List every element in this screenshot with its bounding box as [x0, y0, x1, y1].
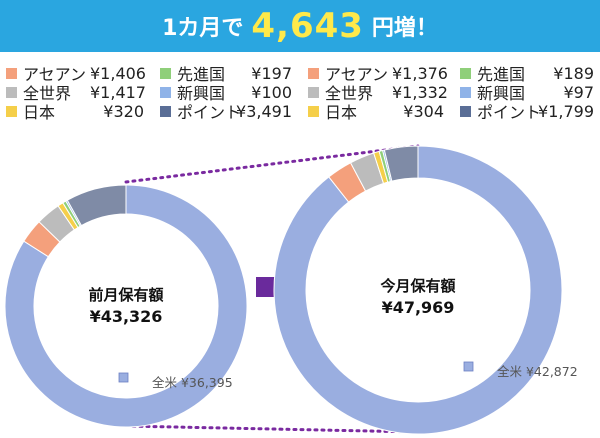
legend-label: 先進国 — [477, 65, 526, 84]
legend-item: ポイント — [460, 102, 542, 122]
legend-label: 全世界 — [23, 84, 72, 103]
legend-item: アセアン — [308, 64, 389, 84]
chart-total-current: ¥47,969 — [382, 298, 455, 317]
point-label-current: 全米 ¥42,872 — [497, 364, 578, 379]
legend-label: アセアン — [325, 65, 389, 84]
legend-item: ポイント — [160, 102, 242, 122]
legend-item: 先進国 — [460, 64, 526, 84]
chart-title-previous: 前月保有額 — [88, 286, 163, 304]
banner-amount: 4,643 — [251, 6, 364, 46]
legend-label: 日本 — [23, 103, 56, 122]
point-label-previous: 全米 ¥36,395 — [152, 375, 233, 390]
donut-slice — [273, 145, 563, 435]
donut-current — [273, 145, 563, 435]
legend-swatch — [6, 67, 17, 79]
legend-value: ¥100 — [251, 83, 292, 102]
chart-total-previous: ¥43,326 — [90, 307, 163, 326]
legend-value: ¥1,799 — [538, 102, 594, 121]
legend-swatch — [6, 105, 17, 117]
point-label-swatch — [118, 372, 129, 383]
legend-value: ¥189 — [553, 64, 594, 83]
legend-swatch — [160, 105, 171, 117]
banner-suffix: 円増！ — [371, 16, 438, 41]
donut-previous — [4, 184, 248, 428]
legend-swatch — [6, 86, 17, 98]
chart-title-current: 今月保有額 — [379, 277, 455, 295]
legend-label: ポイント — [477, 103, 542, 122]
legend-item: 先進国 — [160, 64, 226, 84]
legend-value: ¥1,417 — [90, 83, 146, 102]
connector-bottom — [124, 424, 420, 434]
legend-swatch — [460, 105, 471, 117]
header-banner: 1カ月で 4,643 円増！ — [0, 0, 600, 52]
legend-swatch — [460, 86, 471, 98]
legend-label: 全世界 — [325, 84, 374, 103]
point-label-swatch — [463, 361, 474, 372]
legend-swatch — [308, 105, 319, 117]
legend-value: ¥304 — [403, 102, 444, 121]
legend-label: アセアン — [23, 65, 87, 84]
legend-item: 全世界 — [308, 83, 374, 103]
legend-label: ポイント — [177, 103, 242, 122]
legend-value: ¥1,376 — [392, 64, 448, 83]
legend-item: 新興国 — [160, 83, 226, 103]
connector-top — [124, 144, 420, 184]
donut-slice — [383, 145, 419, 182]
legend-swatch — [308, 67, 319, 79]
legend-value: ¥97 — [563, 83, 594, 102]
legend-swatch — [460, 67, 471, 79]
legend-item: 日本 — [6, 102, 56, 122]
legend-value: ¥1,406 — [90, 64, 146, 83]
legend-label: 先進国 — [177, 65, 226, 84]
legend-value: ¥3,491 — [236, 102, 292, 121]
legend-swatch — [160, 67, 171, 79]
donut-slice — [66, 184, 127, 227]
banner-prefix: 1カ月で — [162, 16, 244, 41]
legend-item: アセアン — [6, 64, 87, 84]
legend-item: 新興国 — [460, 83, 526, 103]
legend-label: 日本 — [325, 103, 358, 122]
legend-swatch — [160, 86, 171, 98]
legend-swatch — [308, 86, 319, 98]
legend-label: 新興国 — [177, 84, 226, 103]
legend-item: 日本 — [308, 102, 358, 122]
legend-value: ¥197 — [251, 64, 292, 83]
legend-value: ¥320 — [103, 102, 144, 121]
donut-slice — [4, 184, 248, 428]
legend-item: 全世界 — [6, 83, 72, 103]
legend-value: ¥1,332 — [392, 83, 448, 102]
legend-label: 新興国 — [477, 84, 526, 103]
